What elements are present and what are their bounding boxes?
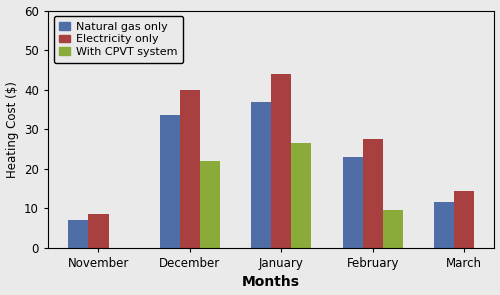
Y-axis label: Heating Cost ($): Heating Cost ($) <box>6 81 18 178</box>
Bar <box>68 220 88 248</box>
Bar <box>342 157 362 248</box>
Bar <box>88 214 108 248</box>
X-axis label: Months: Months <box>242 276 300 289</box>
Bar <box>271 74 291 248</box>
Bar <box>180 90 200 248</box>
Bar <box>292 143 312 248</box>
Bar <box>200 161 220 248</box>
Legend: Natural gas only, Electricity only, With CPVT system: Natural gas only, Electricity only, With… <box>54 16 183 63</box>
Bar <box>454 191 474 248</box>
Bar <box>160 115 180 248</box>
Bar <box>382 210 403 248</box>
Bar <box>362 139 382 248</box>
Bar <box>251 101 271 248</box>
Bar <box>434 202 454 248</box>
